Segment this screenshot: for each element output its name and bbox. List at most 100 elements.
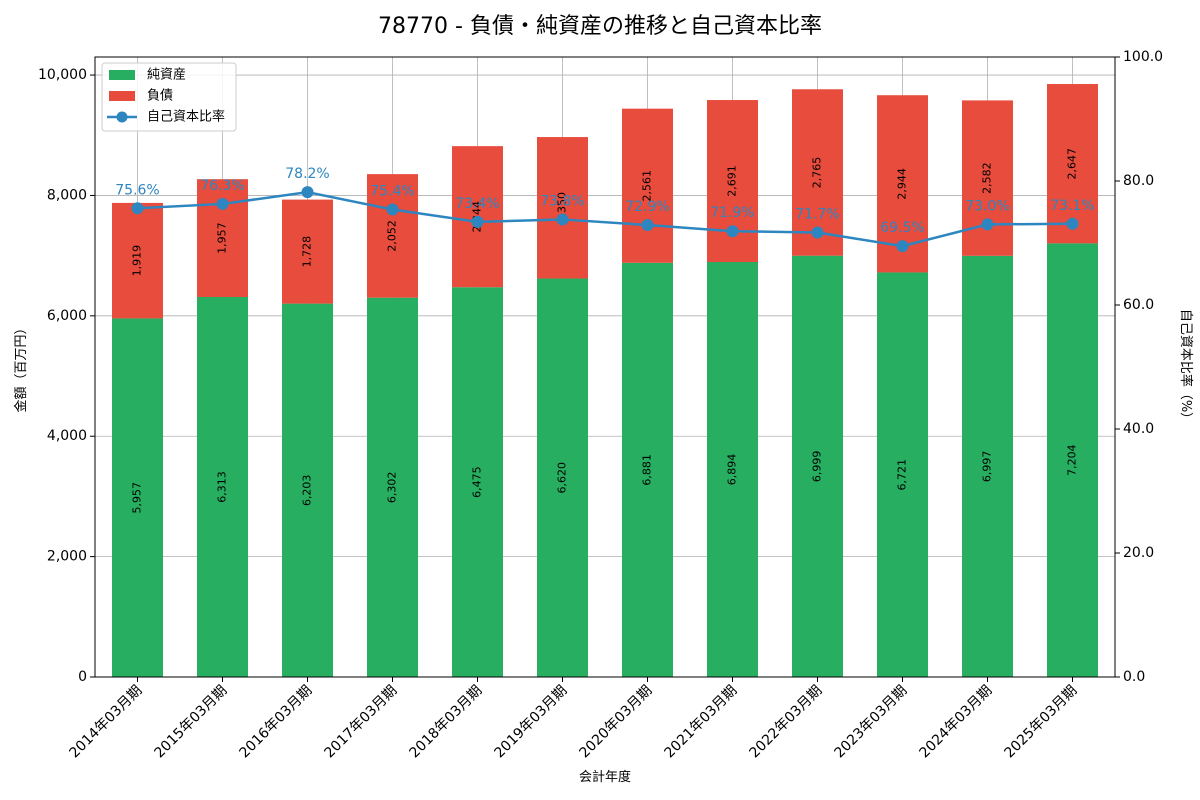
bar-label-liabilities: 2,647 (1066, 148, 1079, 180)
bar-liabilities (622, 108, 673, 263)
legend-swatch-liabilities (109, 91, 135, 101)
ratio-label: 73.4% (455, 196, 499, 212)
bar-net-assets (452, 287, 503, 677)
bar-net-assets (707, 262, 758, 677)
bar-label-liabilities: 1,919 (131, 245, 144, 277)
legend-label-net-assets: 純資産 (147, 67, 186, 83)
ratio-point (131, 202, 144, 215)
x-axis-label: 会計年度 (579, 769, 631, 785)
legend-label-liabilities: 負債 (147, 89, 173, 104)
y-tick-label: 10,000 (38, 67, 87, 83)
ratio-point (216, 197, 229, 210)
ratio-point (981, 218, 994, 231)
y-tick-label: 0 (78, 669, 87, 685)
ratio-label: 73.8% (540, 193, 584, 209)
ratio-line: 75.6% 76.3% 78.2% 75.4% 73.4% 73.8% 72.9% 71.9%… (115, 166, 1095, 253)
y2-tick-label: 60.0 (1123, 297, 1154, 313)
ratio-point (726, 225, 739, 238)
ratio-label: 75.6% (115, 182, 159, 198)
legend-box (101, 62, 237, 132)
ratio-label: 73.1% (1050, 198, 1094, 214)
ratio-point (386, 203, 399, 216)
bar-label-liabilities: 2,691 (726, 165, 739, 197)
y-tick-label: 2,000 (47, 549, 87, 565)
bar-net-assets (112, 318, 163, 677)
y2-tick-label: 100.0 (1123, 49, 1163, 65)
bar-label-liabilities: 2,052 (386, 220, 399, 252)
x-tick-label: 2023年03月期 (832, 683, 911, 762)
ratio-label: 71.7% (795, 206, 839, 222)
bar-liabilities (367, 174, 418, 298)
bar-net-assets (962, 255, 1013, 678)
ratio-label: 75.4% (370, 184, 414, 200)
ratio-label: 78.2% (285, 166, 329, 182)
bar-labels: 5,957 1,919 6,313 1,957 6,203 1,728 6,302 2,052… (131, 148, 1079, 514)
bar-label-net-assets: 6,721 (896, 459, 909, 491)
y-tick-label: 6,000 (47, 308, 87, 324)
bar-net-assets (367, 297, 418, 677)
bar-label-net-assets: 6,313 (216, 471, 229, 503)
y2-axis-label: 自己資本比率（%） (1178, 309, 1194, 425)
ratio-point (896, 240, 909, 253)
bar-label-liabilities: 1,957 (216, 222, 229, 254)
bar-label-net-assets: 6,203 (301, 475, 314, 507)
bar-label-liabilities: 1,728 (301, 236, 314, 268)
ratio-label: 72.9% (625, 199, 669, 215)
bar-label-net-assets: 6,475 (471, 466, 484, 498)
bar-label-liabilities: 2,582 (981, 162, 994, 194)
plot-frame (94, 56, 1116, 678)
y2-tick-label: 0.0 (1123, 669, 1145, 685)
x-tick-label: 2022年03月期 (747, 683, 826, 762)
ratio-label: 69.5% (880, 220, 924, 236)
bar-label-net-assets: 6,999 (811, 451, 824, 483)
bar-label-liabilities: 2,561 (641, 170, 654, 202)
x-tick-label: 2020年03月期 (577, 683, 656, 762)
bar-net-assets (792, 255, 843, 677)
x-tick-label: 2021年03月期 (662, 683, 741, 762)
bar-liabilities (112, 202, 163, 319)
ratio-label: 76.3% (200, 178, 244, 194)
bar-net-assets (877, 272, 928, 677)
y-tick-label: 8,000 (47, 187, 87, 203)
ratio-point (471, 215, 484, 228)
bar-label-net-assets: 6,894 (726, 454, 739, 486)
x-tick-label: 2017年03月期 (322, 683, 401, 762)
ratio-label: 73.0% (965, 198, 1009, 214)
bar-net-assets (537, 278, 588, 677)
bar-liabilities (282, 199, 333, 304)
bar-label-net-assets: 6,997 (981, 451, 994, 483)
bar-net-assets (622, 262, 673, 677)
legend-label-ratio: 自己資本比率 (147, 109, 225, 125)
y-axis-label: 金額（百万円） (13, 321, 29, 412)
ratio-label: 71.9% (710, 205, 754, 221)
ratio-point (811, 226, 824, 239)
y2-tick-label: 20.0 (1123, 545, 1154, 561)
x-tick-label: 2016年03月期 (237, 683, 316, 762)
legend-swatch-net-assets (109, 70, 135, 80)
chart-title: 78770 - 負債・純資産の推移と自己資本比率 (378, 14, 822, 39)
bar-label-liabilities: 2,765 (811, 157, 824, 189)
y2-tick-label: 80.0 (1123, 173, 1154, 189)
x-tick-label: 2018年03月期 (407, 683, 486, 762)
bar-label-net-assets: 6,620 (556, 462, 569, 494)
ratio-point (1066, 217, 1079, 230)
bar-label-liabilities: 2,944 (896, 168, 909, 200)
bar-label-net-assets: 6,881 (641, 454, 654, 486)
legend-swatch-ratio-marker (116, 111, 128, 123)
x-tick-label: 2014年03月期 (67, 683, 146, 762)
ratio-point (556, 213, 569, 226)
bar-net-assets (282, 303, 333, 677)
ratio-series-line (137, 190, 1073, 248)
bar-net-assets (197, 296, 248, 677)
x-tick-label: 2025年03月期 (1002, 683, 1081, 762)
y-tick-label: 4,000 (47, 428, 87, 444)
x-tick-label: 2015年03月期 (152, 683, 231, 762)
x-tick-label: 2024年03月期 (917, 683, 996, 762)
bars (112, 84, 1098, 678)
bar-label-net-assets: 5,957 (131, 482, 144, 514)
x-tick-label: 2019年03月期 (492, 683, 571, 762)
ratio-point (641, 219, 654, 232)
bar-liabilities (537, 137, 588, 279)
